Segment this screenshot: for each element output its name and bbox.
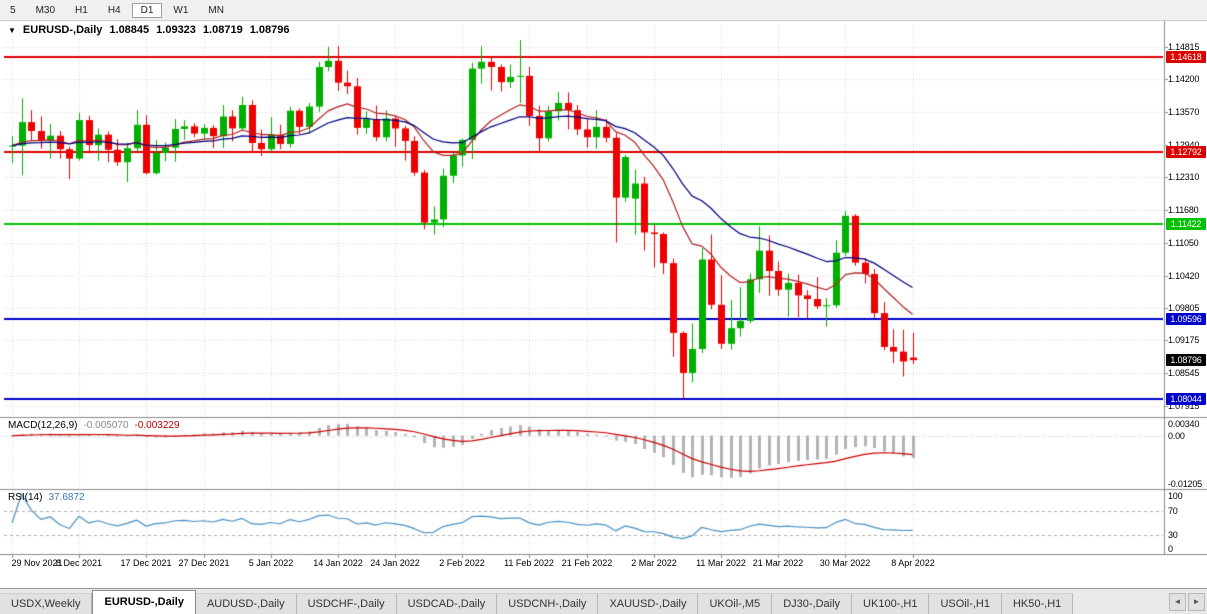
chart-symbol-label: EURUSD-,Daily xyxy=(22,24,103,36)
rsi-axis-tick: 0 xyxy=(1168,544,1173,554)
price-level-badge: 1.12792 xyxy=(1166,146,1206,158)
price-axis-tick: 1.11050 xyxy=(1168,238,1199,248)
timeframe-button-m30[interactable]: M30 xyxy=(35,4,56,16)
ohlc-open: 1.08845 xyxy=(109,24,150,36)
price-level-badge: 1.11422 xyxy=(1166,218,1206,230)
timeframe-button-mn[interactable]: MN xyxy=(208,4,224,16)
chart-tab-usoil-h1[interactable]: USOil-,H1 xyxy=(929,593,1002,614)
date-axis-label: 30 Mar 2022 xyxy=(819,558,871,568)
price-axis-tick: 1.07915 xyxy=(1168,401,1200,411)
macd-axis-tick: -0.01205 xyxy=(1168,479,1202,489)
rsi-indicator-label: RSI(14) xyxy=(8,492,43,503)
rsi-value: 37.6872 xyxy=(48,492,85,503)
rsi-axis-tick: 100 xyxy=(1168,491,1183,501)
rsi-pane-header: RSI(14) 37.6872 xyxy=(8,492,85,503)
price-axis-tick: 1.11680 xyxy=(1168,205,1199,215)
timeframe-button-d1[interactable]: D1 xyxy=(131,2,163,18)
price-axis-tick: 1.09175 xyxy=(1168,335,1200,345)
date-axis-label: 5 Jan 2022 xyxy=(248,558,294,568)
date-axis-label: 29 Nov 2021 xyxy=(11,558,63,568)
price-axis-tick: 1.12940 xyxy=(1168,140,1200,150)
date-axis-label: 14 Jan 2022 xyxy=(313,558,363,568)
chart-tabs-bar: USDX,Weekly EURUSD-,Daily AUDUSD-,Daily USD… xyxy=(0,588,1207,614)
chart-tab-usdcnh-daily[interactable]: USDCNH-,Daily xyxy=(497,593,599,614)
date-axis-label: 2 Feb 2022 xyxy=(439,558,485,568)
tab-scroll-controls: ◄ ► xyxy=(1167,589,1207,614)
macd-main-value: -0.005070 xyxy=(83,420,129,431)
date-axis-label: 8 Apr 2022 xyxy=(891,558,935,568)
chart-tab-hk50-h1[interactable]: HK50-,H1 xyxy=(1001,593,1074,614)
macd-indicator-label: MACD(12,26,9) xyxy=(8,420,78,431)
date-axis-label: 27 Dec 2021 xyxy=(178,558,230,568)
date-axis-label: 21 Feb 2022 xyxy=(561,558,613,568)
symbol-dropdown-icon[interactable]: ▼ xyxy=(8,25,16,35)
macd-signal-value: -0.003229 xyxy=(134,420,180,431)
current-price-badge: 1.08796 xyxy=(1166,354,1206,366)
date-axis-label: 24 Jan 2022 xyxy=(370,558,420,568)
chart-header: ▼ EURUSD-,Daily 1.08845 1.09323 1.08719 … xyxy=(8,24,289,36)
date-axis-label: 17 Dec 2021 xyxy=(120,558,172,568)
date-axis-label: 11 Feb 2022 xyxy=(504,558,554,568)
price-axis-tick: 1.12310 xyxy=(1168,172,1200,182)
timeframe-button-h4[interactable]: H4 xyxy=(107,4,121,16)
price-axis-tick: 1.14815 xyxy=(1168,42,1200,52)
tab-scroll-right-button[interactable]: ► xyxy=(1188,592,1205,611)
ohlc-high: 1.09323 xyxy=(156,24,196,36)
chart-tab-dj30-daily[interactable]: DJ30-,Daily xyxy=(772,593,853,614)
price-axis-tick: 1.09805 xyxy=(1168,303,1200,313)
ohlc-close: 1.08796 xyxy=(249,24,290,36)
chart-tab-usdx-weekly[interactable]: USDX,Weekly xyxy=(0,593,93,614)
price-level-badge: 1.14618 xyxy=(1166,51,1206,63)
tab-scroll-left-button[interactable]: ◄ xyxy=(1169,592,1186,611)
price-axis-tick: 1.08545 xyxy=(1168,368,1200,378)
chart-tab-usdchf-daily[interactable]: USDCHF-,Daily xyxy=(296,593,397,614)
chart-tab-eurusd-daily[interactable]: EURUSD-,Daily xyxy=(92,590,196,614)
chart-tab-audusd-daily[interactable]: AUDUSD-,Daily xyxy=(195,593,297,614)
rsi-axis-tick: 30 xyxy=(1168,530,1178,540)
price-axis-tick: 1.14200 xyxy=(1168,74,1200,84)
date-axis-label: 8 Dec 2021 xyxy=(55,558,103,568)
ohlc-low: 1.08719 xyxy=(202,24,243,36)
chart-tab-ukoil-m5[interactable]: UKOil-,M5 xyxy=(698,593,773,614)
chart-tab-uk100-h1[interactable]: UK100-,H1 xyxy=(852,593,930,614)
macd-pane-header: MACD(12,26,9) -0.005070 -0.003229 xyxy=(8,420,180,431)
timeframe-button-5[interactable]: 5 xyxy=(10,4,16,16)
chart-tab-usdcad-daily[interactable]: USDCAD-,Daily xyxy=(396,593,498,614)
timeframe-button-h1[interactable]: H1 xyxy=(75,4,88,16)
date-axis-label: 2 Mar 2022 xyxy=(631,558,677,568)
price-level-badge: 1.09596 xyxy=(1166,313,1206,325)
macd-axis-tick: 0.00 xyxy=(1168,431,1185,441)
price-level-badge: 1.08044 xyxy=(1166,393,1206,405)
date-axis-label: 21 Mar 2022 xyxy=(752,558,804,568)
timeframe-toolbar: 5 M30 H1 H4 D1 W1 MN xyxy=(0,0,1207,21)
price-axis-tick: 1.10420 xyxy=(1168,271,1200,281)
macd-axis-tick: 0.00340 xyxy=(1168,419,1200,429)
timeframe-button-w1[interactable]: W1 xyxy=(173,4,189,16)
rsi-axis-tick: 70 xyxy=(1168,506,1178,516)
date-axis-label: 11 Mar 2022 xyxy=(696,558,746,568)
chart-tab-xauusd-daily[interactable]: XAUUSD-,Daily xyxy=(598,593,699,614)
price-axis-tick: 1.13570 xyxy=(1168,107,1200,117)
